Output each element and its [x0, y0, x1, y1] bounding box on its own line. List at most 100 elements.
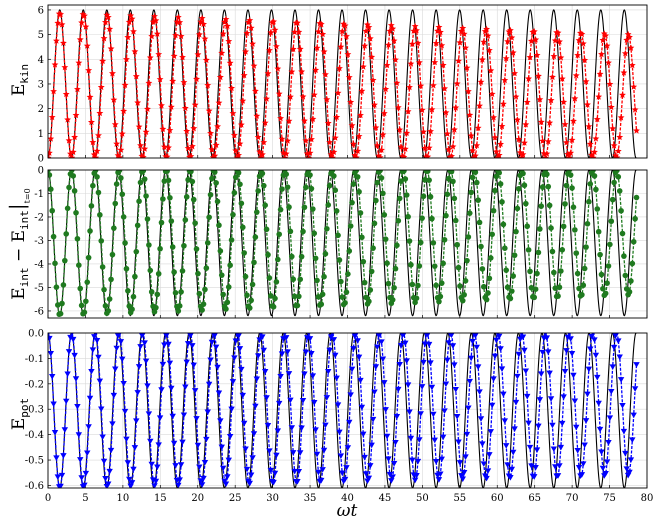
data-point-marker — [306, 336, 314, 342]
y-tick-label: -0.5 — [25, 456, 44, 467]
data-point-marker — [319, 30, 327, 38]
data-point-marker — [579, 40, 587, 47]
x-tick-label: 65 — [528, 493, 541, 504]
data-point-marker — [288, 425, 296, 431]
data-point-marker — [232, 338, 239, 345]
data-point-marker — [51, 61, 59, 68]
data-point-marker — [383, 61, 391, 69]
data-point-marker — [414, 458, 422, 465]
data-point-marker — [495, 333, 503, 340]
data-point-marker — [218, 444, 225, 451]
x-tick-label: 45 — [379, 493, 392, 504]
data-point-marker — [311, 400, 318, 406]
data-point-marker — [141, 145, 149, 152]
data-point-marker — [445, 145, 453, 153]
data-point-marker — [88, 203, 95, 209]
data-point-marker — [179, 53, 186, 61]
data-point-marker — [317, 20, 325, 28]
data-point-marker — [427, 127, 434, 135]
data-point-marker — [627, 457, 635, 463]
data-point-marker — [77, 457, 84, 463]
data-point-marker — [189, 343, 196, 349]
data-point-marker — [479, 266, 486, 272]
data-point-marker — [62, 257, 68, 264]
data-point-marker — [182, 384, 189, 391]
data-point-marker — [217, 248, 224, 254]
data-point-marker — [403, 192, 410, 198]
data-point-marker — [130, 27, 137, 35]
data-point-marker — [510, 449, 517, 456]
data-point-marker — [315, 28, 322, 35]
data-point-marker — [105, 481, 112, 488]
data-point-marker — [184, 341, 192, 347]
data-point-marker — [224, 299, 231, 306]
y-tick-label: -0.3 — [25, 405, 44, 416]
data-point-marker — [407, 60, 415, 67]
data-point-marker — [117, 146, 125, 153]
data-point-marker — [262, 202, 268, 209]
data-point-marker — [58, 472, 66, 479]
data-point-marker — [465, 405, 472, 412]
data-point-marker — [528, 463, 535, 469]
data-point-marker — [307, 172, 313, 178]
data-point-marker — [484, 32, 492, 39]
data-point-marker — [158, 387, 165, 393]
data-point-marker — [512, 93, 520, 100]
data-point-marker — [110, 96, 118, 103]
data-point-marker — [510, 273, 517, 279]
data-point-marker — [287, 228, 294, 235]
data-point-marker — [603, 42, 611, 49]
data-point-marker — [620, 69, 628, 76]
data-point-marker — [207, 357, 214, 364]
data-point-marker — [539, 137, 547, 144]
data-point-marker — [62, 90, 70, 98]
data-point-marker — [110, 392, 118, 399]
data-point-marker — [456, 39, 464, 46]
data-point-marker — [592, 135, 600, 142]
data-point-marker — [85, 254, 92, 261]
data-point-marker — [442, 109, 450, 116]
data-point-marker — [586, 198, 592, 205]
data-point-marker — [315, 293, 322, 300]
data-point-marker — [418, 384, 426, 390]
data-point-marker — [581, 265, 588, 272]
data-point-marker — [196, 290, 203, 297]
data-point-marker — [244, 292, 250, 298]
data-point-marker — [357, 111, 364, 119]
data-point-marker — [511, 426, 518, 433]
data-point-marker — [585, 122, 593, 130]
data-point-marker — [135, 123, 143, 130]
data-point-marker — [565, 154, 573, 158]
data-point-marker — [302, 349, 310, 356]
data-point-marker — [228, 84, 235, 92]
data-point-marker — [143, 193, 149, 199]
data-point-marker — [251, 259, 257, 266]
data-point-marker — [460, 469, 468, 476]
data-point-marker — [99, 434, 106, 441]
data-point-marker — [177, 32, 185, 40]
data-point-marker — [301, 117, 308, 124]
data-point-marker — [581, 442, 588, 449]
data-point-marker — [235, 151, 242, 158]
data-point-marker — [204, 81, 212, 89]
data-point-marker — [100, 34, 108, 42]
data-point-marker — [435, 477, 443, 483]
data-point-marker — [559, 420, 566, 427]
data-point-marker — [579, 291, 585, 298]
data-point-marker — [322, 251, 329, 257]
data-point-marker — [344, 445, 352, 451]
data-point-marker — [549, 422, 556, 429]
data-point-marker — [441, 408, 448, 414]
data-point-marker — [493, 337, 500, 344]
data-point-marker — [414, 39, 422, 47]
x-tick-label: 20 — [191, 493, 204, 504]
data-point-marker — [201, 459, 209, 466]
data-point-marker — [591, 337, 598, 343]
data-point-marker — [580, 282, 587, 289]
data-point-marker — [371, 101, 378, 108]
data-point-marker — [154, 291, 161, 298]
data-point-marker — [359, 63, 367, 70]
data-point-marker — [425, 341, 433, 348]
data-point-marker — [171, 269, 177, 275]
data-point-marker — [379, 356, 387, 363]
